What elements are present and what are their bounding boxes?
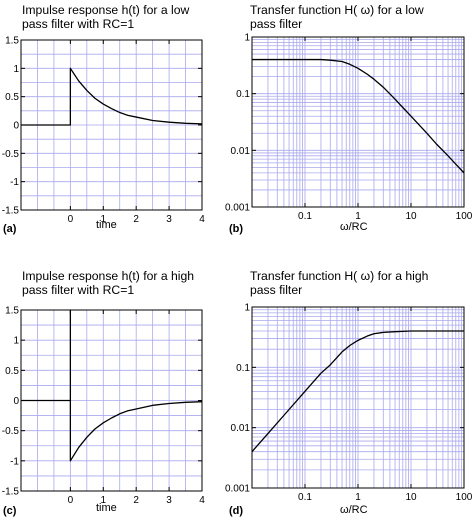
chart-b-plot: 0.001 0.01 0.1 1 0.1 1 10 100 <box>225 33 473 223</box>
series-line <box>252 58 465 174</box>
panel-c-xlabel: time <box>96 502 117 514</box>
panel-d-title-line2: pass filter <box>250 283 303 297</box>
x-tick-label: 1 <box>100 495 106 506</box>
y-tick-label: 0.001 <box>225 203 250 214</box>
x-tick-label: 4 <box>199 214 205 225</box>
y-tick-label: 0.01 <box>231 146 251 157</box>
x-tick-label: 10 <box>405 492 417 503</box>
x-tick-label: 0 <box>68 495 74 506</box>
chart-d-plot: 0.001 0.01 0.1 1 0.1 1 10 100 <box>225 303 473 504</box>
x-tick-label: 1 <box>355 211 361 222</box>
series-line <box>251 330 464 453</box>
panel-a-title-line1: Impulse response h(t) for a low <box>22 3 190 17</box>
x-tick-label: 0.1 <box>298 492 312 503</box>
x-tick-label: 2 <box>133 214 139 225</box>
panel-b-xlabel: ω/RC <box>340 221 368 233</box>
y-tick-label: 0.01 <box>231 423 251 434</box>
y-tick-label: -1 <box>10 456 19 467</box>
panel-c-letter: (c) <box>3 505 17 517</box>
panel-c-title-line1: Impulse response h(t) for a high <box>22 269 195 283</box>
x-tick-label: 0 <box>68 214 74 225</box>
y-tick-label: -1.5 <box>2 487 20 498</box>
series-line <box>21 309 203 462</box>
x-tick-label: 3 <box>166 214 172 225</box>
y-tick-label: -0.5 <box>2 426 20 437</box>
panel-d-title-line1: Transfer function H( ω) for a high <box>250 269 429 283</box>
panel-d-letter: (d) <box>229 505 244 517</box>
panel-a-xlabel: time <box>96 219 117 231</box>
panel-c-title-line2: pass filter with RC=1 <box>22 283 135 297</box>
y-tick-label: -1.5 <box>2 206 20 217</box>
chart-a-plot: -1.5 -1 -0.5 0 0.5 1 1.5 0 1 2 3 4 <box>2 36 205 226</box>
y-tick-label: 1 <box>13 336 19 347</box>
y-tick-label: 1 <box>244 303 250 314</box>
y-tick-label: -1 <box>10 177 19 188</box>
y-tick-label: 1.5 <box>5 36 19 47</box>
x-tick-label: 0.1 <box>298 211 312 222</box>
x-tick-label: 3 <box>166 495 172 506</box>
y-tick-label: 0.1 <box>236 363 250 374</box>
x-tick-label: 100 <box>456 492 473 503</box>
panel-c-title: Impulse response h(t) for a high pass fi… <box>22 269 194 297</box>
panel-b-title-line2: pass filter <box>250 17 303 31</box>
y-tick-label: 1 <box>13 64 19 75</box>
x-tick-label: 100 <box>456 211 473 222</box>
panel-a-letter: (a) <box>3 223 17 235</box>
x-tick-label: 10 <box>405 211 417 222</box>
panel-a-title: Impulse response h(t) for a low pass fil… <box>22 3 189 31</box>
x-tick-label: 1 <box>355 492 361 503</box>
panel-b-letter: (b) <box>229 223 244 235</box>
x-tick-label: 1 <box>100 214 106 225</box>
y-tick-label: -0.5 <box>2 149 20 160</box>
y-tick-label: 0 <box>13 121 19 132</box>
y-tick-label: 0.1 <box>236 89 250 100</box>
y-tick-label: 0.5 <box>5 92 19 103</box>
panel-d-xlabel: ω/RC <box>340 504 368 516</box>
y-tick-label: 0 <box>13 396 19 407</box>
panel-a-title-line2: pass filter with RC=1 <box>22 17 135 31</box>
panel-b-title-line1: Transfer function H( ω) for a low <box>250 3 424 17</box>
y-tick-label: 0.5 <box>5 366 19 377</box>
y-tick-label: 1.5 <box>5 306 19 317</box>
y-tick-label: 1 <box>244 33 250 44</box>
panel-d-title: Transfer function H( ω) for a high pass … <box>250 269 428 297</box>
y-tick-label: 0.001 <box>225 484 250 495</box>
x-tick-label: 4 <box>199 495 205 506</box>
x-tick-label: 2 <box>133 495 139 506</box>
panel-b-title: Transfer function H( ω) for a low pass f… <box>250 3 424 31</box>
series-line <box>21 67 203 126</box>
chart-c-plot: -1.5 -1 -0.5 0 0.5 1 1.5 0 1 2 3 4 <box>2 306 205 507</box>
